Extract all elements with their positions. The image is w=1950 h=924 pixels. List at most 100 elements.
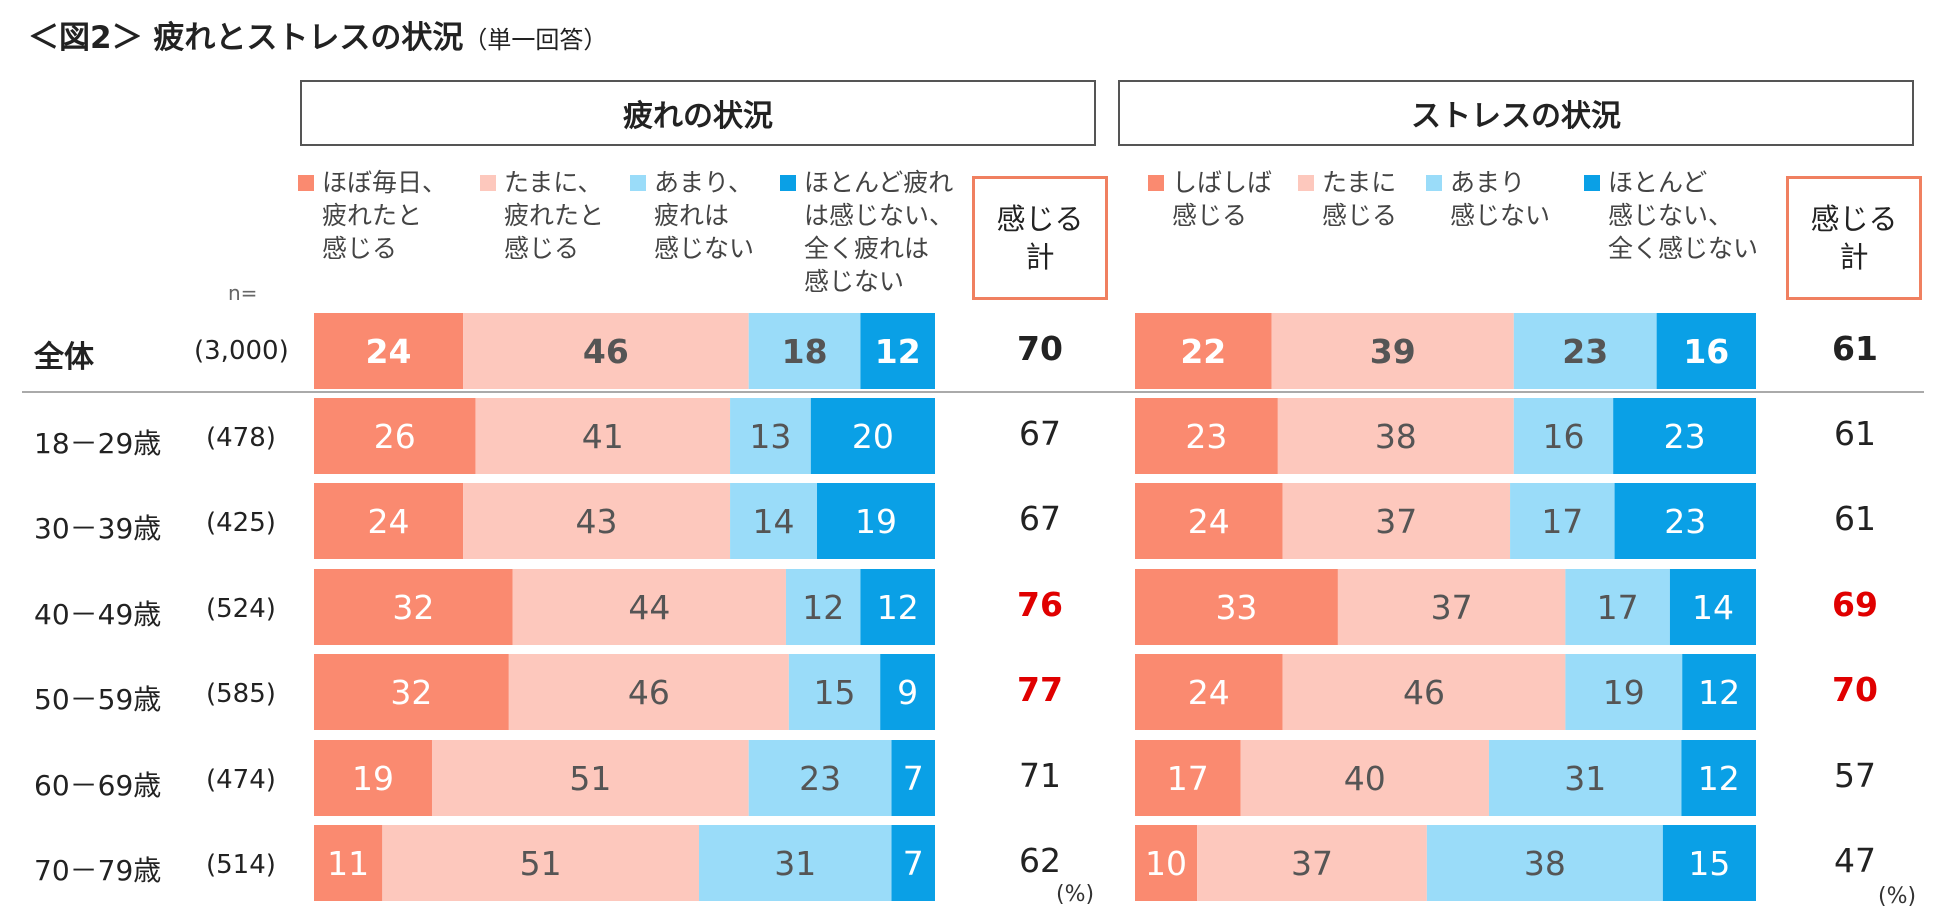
bar-segment	[785, 569, 861, 645]
bar-segment	[1656, 313, 1756, 389]
bar-segment	[788, 654, 881, 730]
bar-value-label: 12	[1698, 759, 1740, 798]
bar-segment	[512, 569, 786, 645]
bar-segment	[1271, 313, 1514, 389]
unit-label-stress: (%)	[1878, 884, 1917, 909]
bar-value-label: 9	[897, 673, 918, 712]
bar-value-label: 20	[852, 417, 894, 456]
bar-segment	[314, 740, 432, 816]
bar-segment	[1282, 483, 1511, 559]
legend-swatch	[1298, 175, 1314, 191]
row-label: 40－49歳	[34, 598, 162, 631]
bar-segment	[508, 654, 789, 730]
bar-value-label: 12	[802, 588, 844, 627]
bar-segment	[1135, 569, 1338, 645]
bar-value-label: 7	[903, 844, 924, 883]
legend-swatch	[1584, 175, 1600, 191]
row-sample-size: (3,000)	[194, 336, 289, 366]
bar-value-label: 51	[569, 759, 611, 798]
total-value-label: 61	[1832, 329, 1878, 368]
row-label: 50－59歳	[34, 683, 162, 716]
bar-value-label: 15	[814, 673, 856, 712]
bar-value-label: 19	[1603, 673, 1645, 712]
bar-value-label: 46	[628, 673, 670, 712]
bar-segment	[1135, 313, 1272, 389]
bar-segment	[1197, 825, 1427, 901]
bar-value-label: 16	[1683, 332, 1729, 371]
bar-segment	[699, 825, 892, 901]
legend-label: ほぼ毎日、 疲れたと 感じる	[322, 168, 448, 263]
bar-value-label: 12	[877, 588, 919, 627]
bar-segment	[860, 313, 935, 389]
bar-segment	[1337, 569, 1566, 645]
bar-segment	[1426, 825, 1663, 901]
total-header-stress: 感じる 計	[1786, 176, 1922, 300]
row-sample-size: (514)	[206, 850, 276, 880]
bar-value-label: 17	[1597, 588, 1639, 627]
bar-segment	[860, 569, 935, 645]
total-value-label: 67	[1019, 414, 1061, 453]
legend-swatch	[630, 175, 646, 191]
bar-value-label: 24	[366, 332, 412, 371]
bar-value-label: 40	[1344, 759, 1386, 798]
bar-segment	[1135, 740, 1241, 816]
bar-value-label: 22	[1180, 332, 1226, 371]
bar-value-label: 23	[1664, 502, 1706, 541]
bar-segment	[1135, 825, 1198, 901]
row-sample-size: (474)	[206, 765, 276, 795]
chart-title-main: ＜図2＞ 疲れとストレスの状況	[28, 20, 464, 56]
legend-item-stress-1: しばしば 感じる	[1148, 166, 1273, 232]
row-sample-size: (524)	[206, 594, 276, 624]
bar-segment	[1662, 825, 1756, 901]
row-sample-size: (478)	[206, 423, 276, 453]
row-label: 30－39歳	[34, 512, 162, 545]
legend-swatch	[298, 175, 314, 191]
total-value-label: 77	[1017, 670, 1063, 709]
bar-value-label: 44	[628, 588, 670, 627]
bar-value-label: 41	[582, 417, 624, 456]
row-sample-size: (425)	[206, 508, 276, 538]
bar-segment	[1513, 313, 1657, 389]
legend-label: あまり、 疲れは 感じない	[654, 168, 755, 263]
bar-value-label: 7	[903, 759, 924, 798]
bar-segment	[1565, 654, 1683, 730]
bar-segment	[891, 740, 935, 816]
bar-value-label: 46	[1403, 673, 1445, 712]
total-value-label: 70	[1017, 329, 1063, 368]
legend-item-stress-3: あまり 感じない	[1426, 166, 1550, 232]
bar-segment	[1565, 569, 1670, 645]
bar-value-label: 14	[1692, 588, 1734, 627]
bar-value-label: 14	[753, 502, 795, 541]
bar-segment	[314, 569, 513, 645]
legend-item-fatigue-1: ほぼ毎日、 疲れたと 感じる	[298, 166, 448, 265]
bar-value-label: 38	[1524, 844, 1566, 883]
bar-segment	[475, 398, 731, 474]
bar-value-label: 51	[520, 844, 562, 883]
bar-value-label: 12	[1698, 673, 1740, 712]
bar-value-label: 23	[1185, 417, 1227, 456]
bar-segment	[1614, 483, 1756, 559]
bar-value-label: 23	[1562, 332, 1608, 371]
bar-segment	[880, 654, 935, 730]
bar-value-label: 24	[1188, 502, 1230, 541]
bar-segment	[463, 483, 731, 559]
bar-value-label: 15	[1688, 844, 1730, 883]
bar-segment	[314, 313, 464, 389]
bar-value-label: 10	[1145, 844, 1187, 883]
bar-segment	[314, 825, 383, 901]
bar-value-label: 31	[1564, 759, 1606, 798]
bar-segment	[463, 313, 749, 389]
bar-segment	[1240, 740, 1489, 816]
total-value-label: 71	[1019, 756, 1061, 795]
legend-label: ほとんど疲れ は感じない、 全く疲れは 感じない	[804, 168, 955, 296]
total-value-label: 67	[1019, 499, 1061, 538]
legend-label: ほとんど 感じない、 全く感じない	[1608, 168, 1759, 263]
total-value-label: 61	[1834, 414, 1876, 453]
row-label: 60－69歳	[34, 769, 162, 802]
bar-segment	[810, 398, 935, 474]
bar-segment	[1135, 483, 1283, 559]
legend-label: しばしば 感じる	[1172, 168, 1273, 230]
bar-value-label: 19	[855, 502, 897, 541]
bar-value-label: 11	[327, 844, 369, 883]
